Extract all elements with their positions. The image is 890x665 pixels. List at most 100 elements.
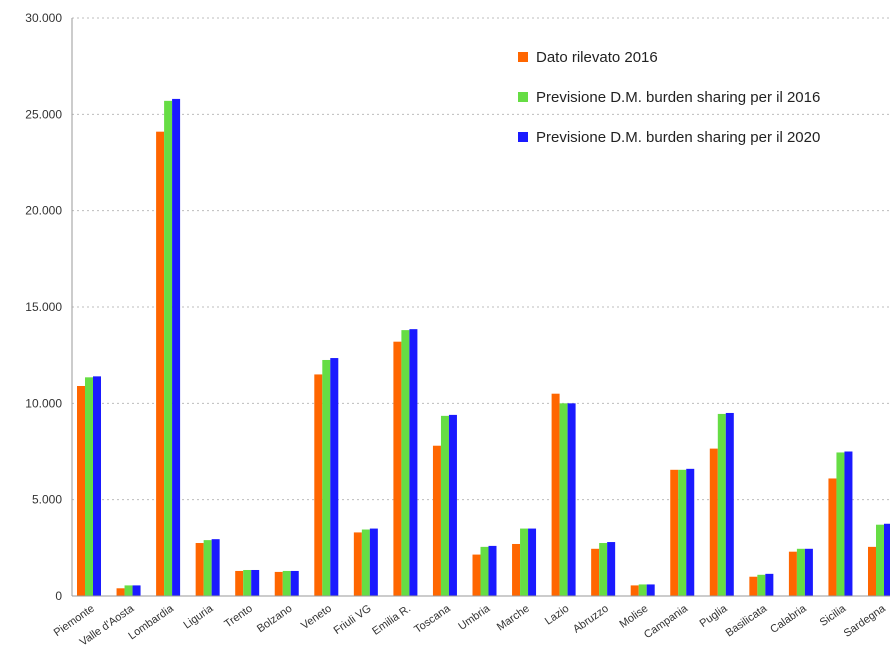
y-tick-label: 0 — [55, 589, 62, 603]
legend-label: Dato rilevato 2016 — [536, 49, 658, 66]
bar — [638, 584, 647, 596]
bar — [432, 445, 441, 596]
x-category-label: Puglia — [698, 602, 731, 630]
x-category-label: Sardegna — [842, 602, 889, 640]
bar — [314, 374, 323, 596]
bar — [868, 546, 876, 596]
bar — [116, 588, 125, 596]
bar — [646, 584, 655, 596]
x-category-label: Campania — [642, 602, 691, 641]
bar — [559, 403, 568, 596]
bar — [290, 570, 299, 596]
bar — [251, 569, 260, 596]
bar — [85, 377, 93, 596]
bar — [630, 585, 639, 596]
bar — [876, 524, 884, 596]
bar — [330, 358, 339, 596]
legend-label: Previsione D.M. burden sharing per il 20… — [536, 89, 820, 106]
x-category-label: Veneto — [299, 603, 334, 632]
gridlines — [72, 17, 890, 501]
bar — [282, 570, 291, 596]
bar — [520, 528, 529, 596]
y-tick-label: 20.000 — [25, 204, 62, 218]
x-category-label: Abruzzo — [571, 603, 611, 636]
bar — [788, 551, 797, 596]
y-axis-ticks: 0 5.000 10.000 15.000 20.000 25.000 30.000 — [25, 11, 62, 603]
x-category-label: Trento — [222, 603, 255, 631]
bar — [528, 528, 537, 596]
bar — [448, 414, 457, 596]
bar — [440, 415, 449, 596]
bar — [409, 329, 418, 596]
bar — [607, 542, 616, 596]
bar — [884, 523, 890, 596]
x-category-label: Basilicata — [724, 602, 770, 639]
x-category-label: Molise — [617, 603, 650, 631]
y-tick-label: 15.000 — [25, 300, 62, 314]
bar — [369, 528, 378, 596]
x-category-label: Emilia R. — [370, 603, 413, 638]
bar — [361, 529, 370, 596]
bar — [686, 468, 695, 596]
bar — [551, 393, 560, 596]
bar — [765, 573, 774, 596]
legend-swatch — [518, 132, 528, 142]
bar — [836, 452, 845, 596]
bar — [195, 543, 204, 596]
x-category-label: Umbria — [456, 602, 493, 633]
legend-swatch — [518, 52, 528, 62]
bar — [678, 469, 687, 596]
legend-label: Previsione D.M. burden sharing per il 20… — [536, 129, 820, 146]
bar — [725, 412, 734, 596]
bar — [717, 413, 726, 596]
x-category-label: Calabria — [768, 602, 809, 636]
bar — [124, 585, 133, 596]
bar — [393, 341, 402, 596]
x-category-label: Lombardia — [126, 602, 176, 642]
x-category-label: Marche — [495, 603, 532, 634]
bar — [567, 403, 576, 596]
bar — [796, 548, 805, 596]
legend: Dato rilevato 2016 Previsione D.M. burden… — [518, 49, 820, 146]
bar — [156, 131, 165, 596]
bar — [211, 539, 220, 596]
bar — [757, 574, 766, 596]
bar — [164, 100, 173, 596]
bar — [844, 451, 853, 596]
y-tick-label: 5.000 — [32, 493, 62, 507]
bar — [709, 448, 718, 596]
bar — [132, 585, 141, 596]
bar — [172, 98, 181, 597]
bar — [488, 545, 497, 596]
bar — [235, 570, 244, 596]
bar — [480, 546, 489, 596]
x-category-label: Liguria — [181, 602, 216, 631]
bar — [322, 359, 331, 596]
bar — [353, 532, 362, 596]
bar — [749, 576, 758, 596]
bar — [77, 385, 85, 596]
y-tick-label: 25.000 — [25, 107, 62, 121]
bar — [591, 548, 600, 596]
bar — [93, 376, 101, 596]
y-tick-label: 10.000 — [25, 396, 62, 410]
x-category-label: Lazio — [543, 603, 571, 628]
bar — [401, 330, 410, 596]
legend-swatch — [518, 92, 528, 102]
bar — [599, 543, 608, 596]
bar — [670, 469, 679, 596]
bar — [472, 554, 481, 596]
y-tick-label: 30.000 — [25, 11, 62, 25]
bar — [828, 478, 837, 596]
x-category-label: Toscana — [412, 602, 453, 636]
bar — [243, 569, 252, 596]
x-category-label: Friuli VG — [332, 603, 374, 637]
bar — [804, 548, 813, 596]
x-category-label: Bolzano — [255, 603, 294, 636]
bar — [203, 540, 212, 596]
bars — [77, 98, 890, 597]
x-category-label: Sicilia — [818, 602, 849, 629]
bar — [512, 543, 521, 596]
bar — [274, 571, 283, 596]
